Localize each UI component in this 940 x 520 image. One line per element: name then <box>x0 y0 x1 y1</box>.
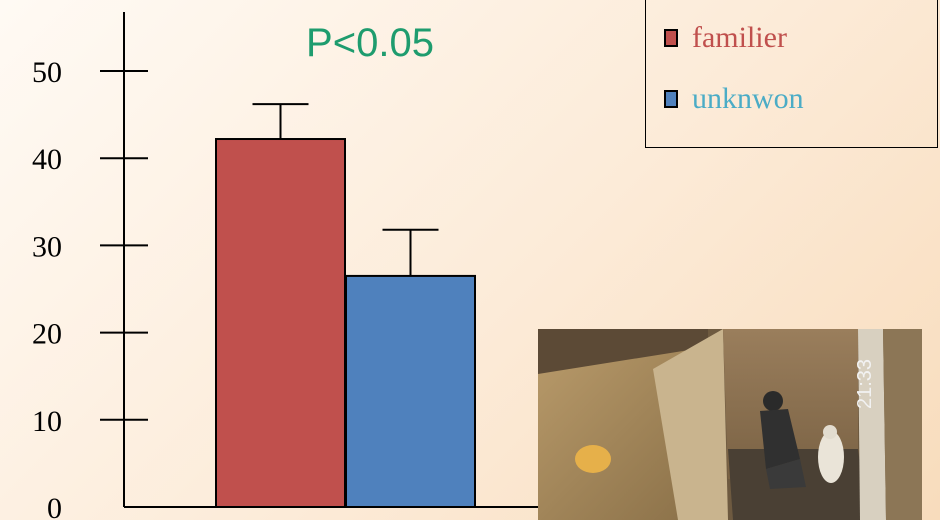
legend-label-unknwon: unknwon <box>692 82 804 115</box>
barn-pen-photo: 21:33 <box>538 329 922 520</box>
legend-swatch-familier <box>664 29 678 47</box>
chart-legend: familier unknwon <box>645 0 938 148</box>
y-tick-label-20: 20 <box>32 318 62 351</box>
bar-familier <box>215 138 346 509</box>
y-tick-label-50: 50 <box>32 56 62 89</box>
y-tick-label-40: 40 <box>32 143 62 176</box>
y-tick-label-30: 30 <box>32 230 62 263</box>
legend-item-familier: familier <box>664 21 787 55</box>
legend-swatch-unknwon <box>664 90 678 108</box>
significance-annotation: P<0.05 <box>306 21 434 65</box>
photo-timestamp: 21:33 <box>854 359 876 409</box>
chart-axes: 0 10 20 30 40 50 <box>32 12 540 520</box>
legend-label-familier: familier <box>692 21 787 54</box>
y-tick-label-10: 10 <box>32 405 62 438</box>
legend-item-unknwon: unknwon <box>664 82 804 116</box>
y-tick-label-0: 0 <box>47 492 62 520</box>
chart-bars <box>215 103 476 509</box>
barn-pen-photo-icon: 21:33 <box>538 329 922 520</box>
bar-unknwon <box>345 274 476 509</box>
